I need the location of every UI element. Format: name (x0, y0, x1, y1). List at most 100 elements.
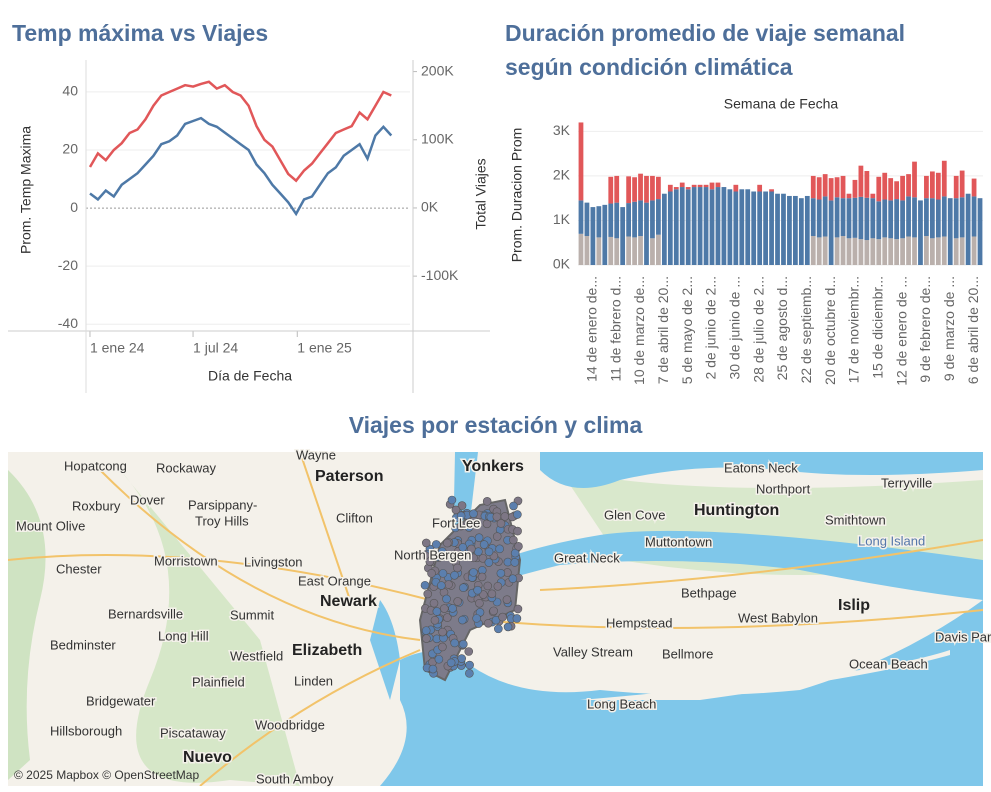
station-dot (464, 523, 474, 532)
station-dot (503, 524, 513, 534)
bar-segment (858, 239, 864, 265)
y-tick-label: 2K (553, 167, 571, 183)
place-label: Fort Lee (432, 515, 480, 530)
station-dot (491, 615, 501, 625)
bar-segment (626, 203, 632, 237)
station-dot (444, 603, 454, 612)
station-dot (454, 509, 464, 518)
bar-segment (929, 198, 935, 239)
station-dot (470, 569, 480, 579)
station-dot (484, 547, 494, 557)
bar-segment (864, 197, 870, 241)
station-dot (475, 598, 484, 608)
bar-segment (667, 184, 673, 192)
bar-segment (888, 178, 894, 201)
station-dot (496, 568, 506, 578)
station-dot (494, 616, 504, 626)
station-dot (433, 645, 442, 655)
station-dot (463, 511, 473, 521)
station-dot (453, 568, 462, 578)
station-dot (450, 657, 459, 666)
bar-segment (816, 237, 822, 265)
station-dot (454, 546, 463, 556)
place-label: Great Neck (554, 550, 620, 565)
station-dot (420, 580, 430, 590)
station-dot (439, 633, 448, 643)
station-dot (421, 628, 431, 637)
station-dot (474, 619, 483, 628)
map-base (8, 452, 983, 786)
x-tick-label: 6 de abril de 20... (965, 276, 981, 384)
place-label: Piscataway (160, 725, 226, 740)
station-dot (484, 544, 494, 554)
y-axis-label: Prom. Temp Maxima (18, 126, 34, 254)
bar-segment (900, 238, 905, 265)
place-label: Smithtown (825, 512, 886, 527)
bar-segment (888, 238, 894, 265)
station-dot (444, 580, 453, 589)
bar-segment (709, 182, 715, 190)
station-dot (472, 553, 482, 563)
bar-segment (697, 184, 703, 188)
place-label: Chester (56, 561, 102, 576)
bar-segment (876, 201, 882, 240)
place-label: Nuevo (183, 749, 232, 766)
station-dot (489, 504, 498, 514)
station-dot (513, 526, 522, 536)
station-dot (514, 573, 523, 583)
bar-segment (769, 191, 774, 265)
bar-segment (870, 198, 876, 239)
bar-segment (822, 236, 828, 265)
bar-segment (834, 197, 840, 238)
station-dot (429, 669, 438, 678)
station-dot (494, 557, 503, 566)
place-label: Bellmore (662, 646, 713, 661)
station-dot (487, 544, 497, 553)
bar-segment (822, 196, 828, 237)
bar-segment (578, 233, 584, 265)
bar-segment (667, 191, 673, 265)
station-dot (492, 597, 502, 607)
bar-segment (679, 187, 685, 265)
bar-segment (793, 195, 798, 265)
bar-segment (912, 197, 917, 238)
station-dot (466, 539, 476, 549)
bar-segment (775, 193, 780, 265)
bar-segment (971, 236, 977, 265)
station-dot (467, 569, 477, 578)
bar-segment (882, 199, 888, 238)
bar-segment (846, 193, 852, 199)
station-dot (426, 625, 436, 635)
station-dot (456, 657, 466, 666)
x-tick-label: 20 de octubre d... (822, 276, 838, 385)
station-dot (428, 664, 438, 674)
bar-segment (876, 176, 882, 202)
station-dot (453, 536, 463, 545)
station-dot (448, 634, 458, 643)
station-dot (456, 511, 466, 521)
bar-segment (751, 191, 757, 265)
station-dot (512, 614, 522, 623)
station-dot (440, 604, 449, 613)
bar-segment (703, 184, 709, 188)
station-dot (479, 510, 489, 520)
station-dot (481, 592, 491, 602)
station-dot (496, 519, 506, 528)
station-dot (438, 547, 447, 556)
place-label: Parsippany- (188, 497, 257, 512)
bar-segment (894, 239, 900, 265)
bar-segment (757, 184, 763, 192)
station-dot (489, 551, 499, 561)
place-label: Hempstead (606, 615, 672, 630)
station-dot (439, 588, 449, 597)
bar-segment (584, 202, 590, 237)
bar-segment (858, 165, 864, 197)
bar-segment (864, 240, 870, 265)
station-dot (453, 563, 462, 573)
x-tick-label: 15 de diciembr... (869, 276, 885, 379)
station-dot (469, 553, 478, 563)
x-tick-label: 1 jul 24 (193, 340, 238, 356)
x-tick-label: 5 de mayo de 2... (679, 276, 695, 384)
station-dot (492, 512, 502, 522)
